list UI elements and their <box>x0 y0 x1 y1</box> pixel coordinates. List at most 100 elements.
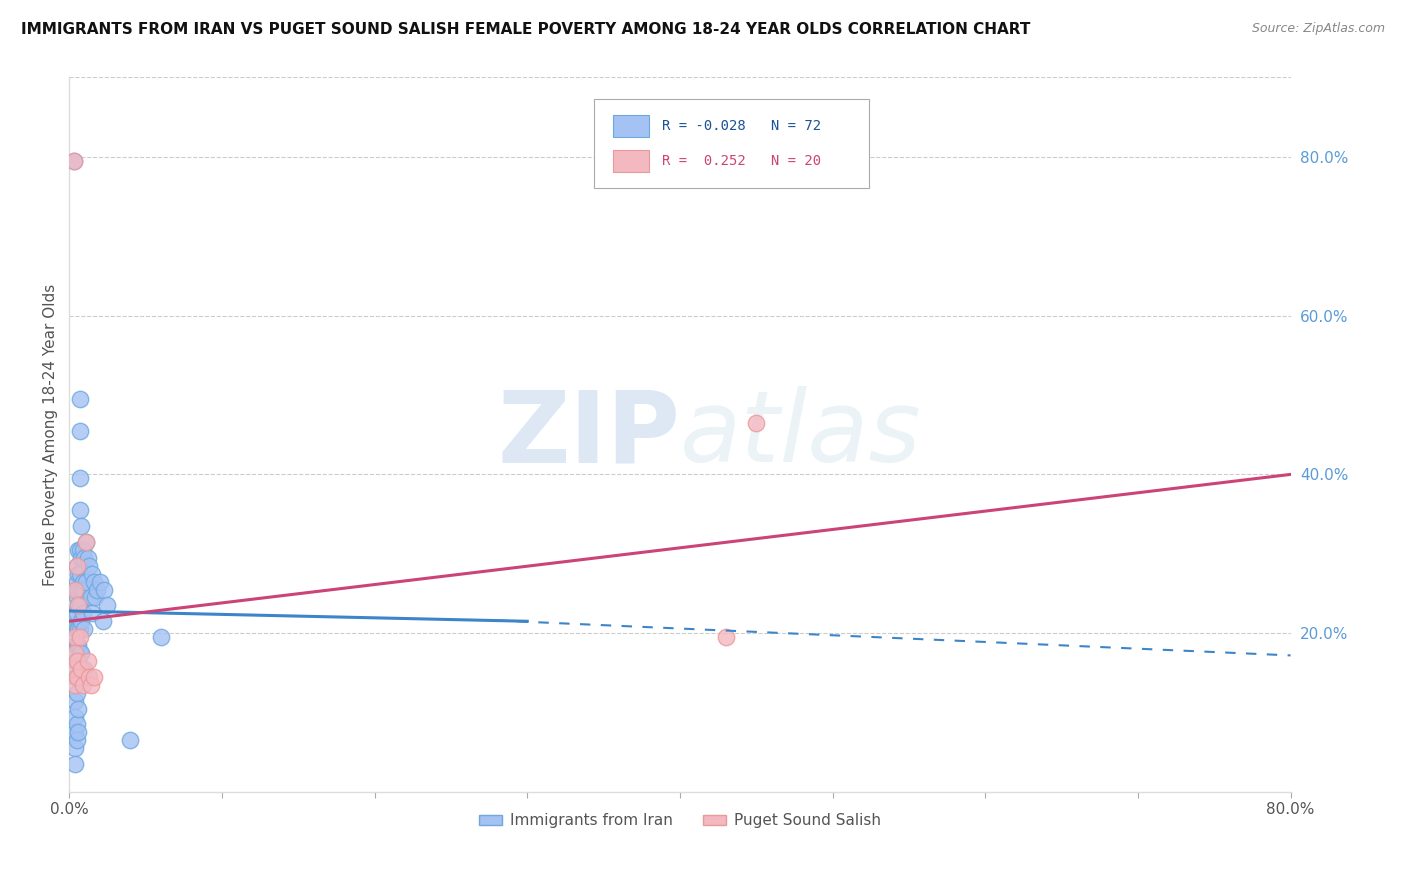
Point <box>73 550 96 565</box>
Point <box>65 670 87 684</box>
Point <box>89 574 111 589</box>
Point <box>67 701 90 715</box>
Point <box>76 654 98 668</box>
Point <box>65 582 87 597</box>
Point <box>79 591 101 605</box>
Point <box>91 614 114 628</box>
Point <box>745 416 768 430</box>
Point <box>67 542 90 557</box>
Point <box>72 678 94 692</box>
Point <box>72 607 94 621</box>
Point <box>62 153 84 168</box>
Point <box>67 599 90 613</box>
Point <box>69 622 91 636</box>
Point <box>67 638 90 652</box>
Text: Source: ZipAtlas.com: Source: ZipAtlas.com <box>1251 22 1385 36</box>
Point <box>65 607 87 621</box>
Point <box>70 519 93 533</box>
Point <box>79 678 101 692</box>
Point <box>73 622 96 636</box>
Point <box>67 622 90 636</box>
Point <box>70 582 93 597</box>
FancyBboxPatch shape <box>613 151 650 172</box>
Point <box>66 558 89 573</box>
Point <box>66 654 89 668</box>
Point <box>69 424 91 438</box>
Point <box>75 534 97 549</box>
Point <box>65 757 87 772</box>
Point <box>66 622 89 636</box>
Point <box>70 614 93 628</box>
Point <box>69 630 91 644</box>
Point <box>86 582 108 597</box>
Point <box>70 646 93 660</box>
Point <box>65 678 87 692</box>
Point <box>69 670 91 684</box>
Point <box>70 662 93 676</box>
Point <box>67 725 90 739</box>
Point <box>76 550 98 565</box>
Point <box>96 599 118 613</box>
Point <box>82 607 104 621</box>
Point <box>69 646 91 660</box>
Point <box>66 558 89 573</box>
Text: R = -0.028   N = 72: R = -0.028 N = 72 <box>662 119 821 133</box>
Point <box>67 599 90 613</box>
Text: atlas: atlas <box>681 386 921 483</box>
Point <box>69 599 91 613</box>
Point <box>65 622 87 636</box>
Text: R =  0.252   N = 20: R = 0.252 N = 20 <box>662 154 821 168</box>
Point <box>66 670 89 684</box>
Point <box>82 566 104 581</box>
Point <box>65 725 87 739</box>
Point <box>120 733 142 747</box>
Point <box>66 607 89 621</box>
Point <box>65 741 87 756</box>
Point <box>66 591 89 605</box>
Point <box>66 654 89 668</box>
Point <box>149 630 172 644</box>
Point <box>69 392 91 406</box>
Text: ZIP: ZIP <box>498 386 681 483</box>
Point <box>69 471 91 485</box>
Point <box>62 153 84 168</box>
Point <box>66 686 89 700</box>
Point <box>65 630 87 644</box>
Point <box>77 558 100 573</box>
FancyBboxPatch shape <box>613 115 650 136</box>
Point <box>83 670 105 684</box>
Point <box>65 662 87 676</box>
Point <box>66 717 89 731</box>
Point <box>66 670 89 684</box>
Point <box>75 574 97 589</box>
Point <box>67 654 90 668</box>
Y-axis label: Female Poverty Among 18-24 Year Olds: Female Poverty Among 18-24 Year Olds <box>44 284 58 586</box>
Point <box>93 582 115 597</box>
Text: IMMIGRANTS FROM IRAN VS PUGET SOUND SALISH FEMALE POVERTY AMONG 18-24 YEAR OLDS : IMMIGRANTS FROM IRAN VS PUGET SOUND SALI… <box>21 22 1031 37</box>
Point <box>65 582 87 597</box>
Point <box>66 638 89 652</box>
Legend: Immigrants from Iran, Puget Sound Salish: Immigrants from Iran, Puget Sound Salish <box>472 807 887 834</box>
Point <box>73 582 96 597</box>
Point <box>69 503 91 517</box>
Point <box>77 670 100 684</box>
Point <box>70 670 93 684</box>
Point <box>65 646 87 660</box>
FancyBboxPatch shape <box>595 99 869 188</box>
Point <box>67 582 90 597</box>
Point <box>67 670 90 684</box>
Point <box>66 733 89 747</box>
Point <box>73 662 96 676</box>
Point <box>84 591 107 605</box>
Point <box>65 638 87 652</box>
Point <box>83 574 105 589</box>
Point <box>70 550 93 565</box>
Point <box>69 566 91 581</box>
Point <box>72 542 94 557</box>
Point <box>72 574 94 589</box>
Point <box>75 534 97 549</box>
Point <box>66 574 89 589</box>
Point <box>67 566 90 581</box>
Point <box>65 709 87 723</box>
Point <box>714 630 737 644</box>
